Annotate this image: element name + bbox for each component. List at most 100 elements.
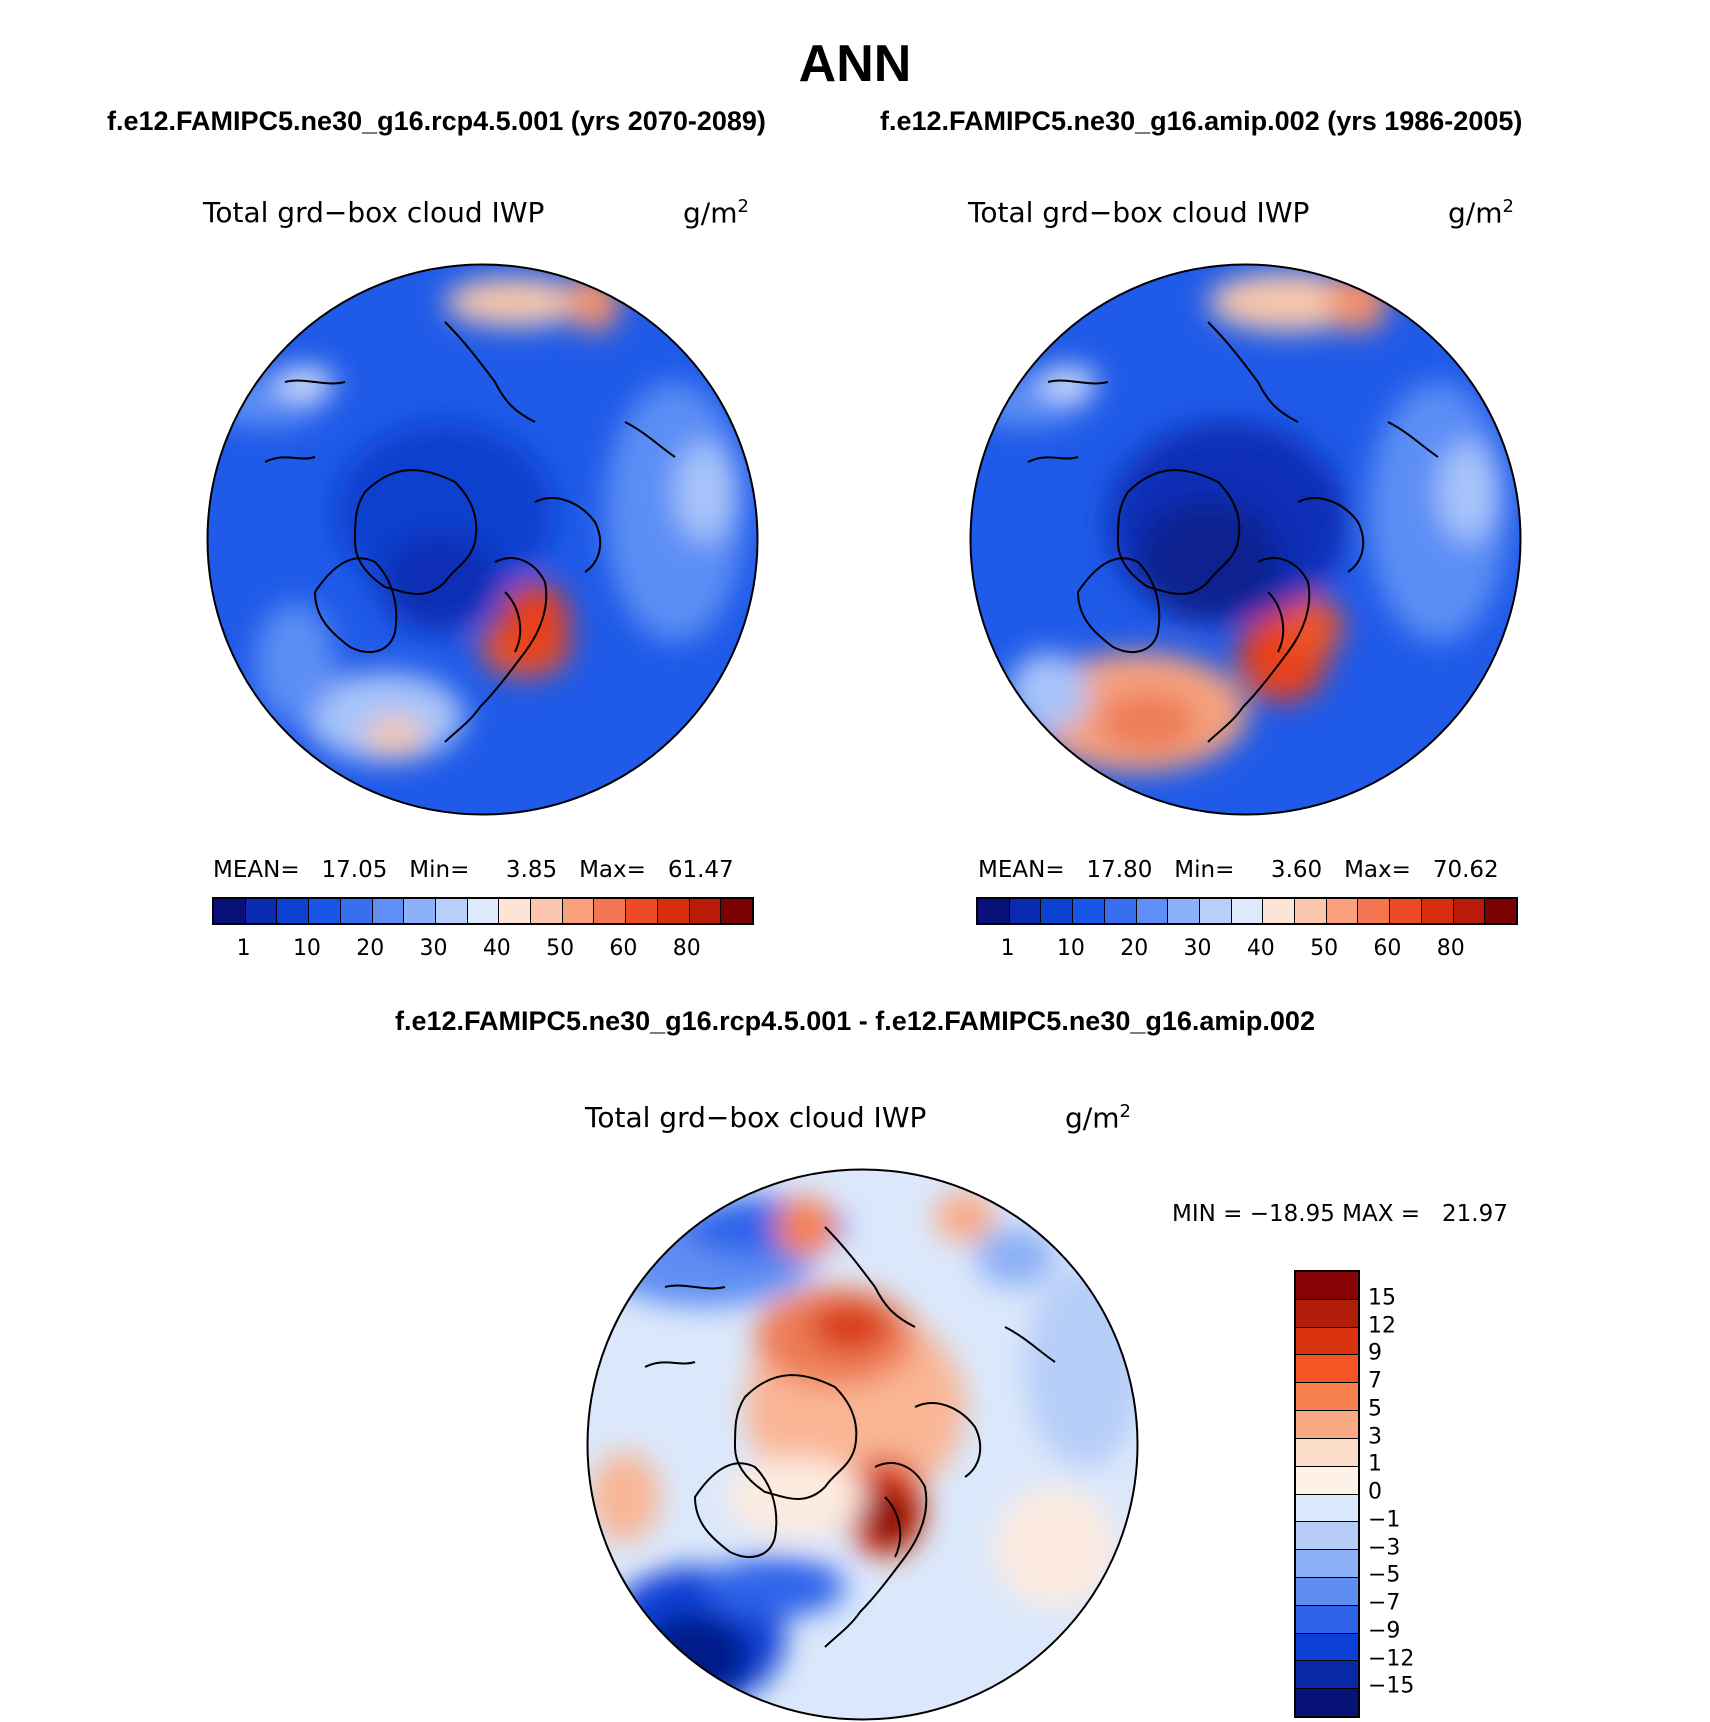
coastline xyxy=(824,1462,928,1648)
panel2-stats: MEAN= 17.80 Min= 3.60 Max= 70.62 xyxy=(978,857,1499,883)
panel2-colorbar-swatch xyxy=(1295,899,1327,923)
difference-variable: Total grd−box cloud IWP xyxy=(585,1101,927,1134)
panel2-colorbar-swatch xyxy=(1390,899,1422,923)
colorbar-tick-label: 10 xyxy=(292,936,321,961)
colorbar-tick-label: 20 xyxy=(356,936,385,961)
colorbar-tick-label: 80 xyxy=(672,936,701,961)
panel1-colorbar-ticks: 1 10 20 30 40 50 60 80 xyxy=(212,936,750,966)
panel2-unit: g/m2 xyxy=(1448,196,1514,230)
difference-colorbar-swatch xyxy=(1296,1411,1358,1439)
panel2-variable: Total grd−box cloud IWP xyxy=(968,196,1310,229)
difference-colorbar-swatch xyxy=(1296,1661,1358,1690)
difference-colorbar-swatch xyxy=(1296,1577,1358,1606)
field-contour-region xyxy=(590,1452,660,1542)
field-contour-region xyxy=(255,602,335,722)
panel2-colorbar-swatch xyxy=(1421,899,1454,923)
difference-colorbar-swatch xyxy=(1296,1466,1358,1495)
field-contour-region xyxy=(1283,597,1343,657)
panel1-stats: MEAN= 17.05 Min= 3.85 Max= 61.47 xyxy=(213,857,734,883)
field-contour-region xyxy=(305,672,465,762)
panel1-colorbar-swatch xyxy=(340,899,373,923)
panel1-colorbar-swatch xyxy=(404,899,436,923)
colorbar-tick-label: 1 xyxy=(1368,1451,1382,1477)
difference-colorbar-swatch xyxy=(1296,1438,1358,1467)
coastline xyxy=(353,469,478,595)
field-contour-region xyxy=(1438,442,1498,542)
colorbar-tick-label: 5 xyxy=(1368,1396,1382,1422)
coastline xyxy=(914,1402,982,1478)
case2-label: f.e12.FAMIPC5.ne30_g16.amip.002 (yrs 198… xyxy=(880,106,1523,136)
difference-colorbar-swatch xyxy=(1296,1605,1358,1634)
colorbar-tick-label: 50 xyxy=(1310,936,1339,961)
panel2-colorbar xyxy=(976,897,1518,925)
difference-colorbar xyxy=(1294,1270,1360,1718)
colorbar-tick-label: −5 xyxy=(1368,1562,1401,1588)
difference-colorbar-swatch xyxy=(1296,1383,1358,1412)
panel2-colorbar-swatch xyxy=(1073,899,1105,923)
panel1-colorbar-swatch xyxy=(562,899,595,923)
coastline xyxy=(1027,379,1109,463)
panel2-colorbar-swatch xyxy=(1263,899,1296,923)
panel1-colorbar-swatch xyxy=(372,899,405,923)
panel2-colorbar-swatch xyxy=(1041,899,1074,923)
field-contour-region xyxy=(935,1192,995,1242)
coastline xyxy=(534,497,602,573)
colorbar-tick-label: −15 xyxy=(1368,1673,1415,1699)
panel1-colorbar-swatch xyxy=(467,899,500,923)
difference-colorbar-swatch xyxy=(1296,1299,1358,1328)
panel1-polar-map xyxy=(206,263,759,816)
panel2-colorbar-swatch xyxy=(1104,899,1137,923)
colorbar-tick-label: 7 xyxy=(1368,1368,1382,1394)
coastline xyxy=(1207,321,1299,423)
panel2-polar-map xyxy=(969,263,1522,816)
coastline xyxy=(313,557,398,653)
field-contour-region xyxy=(1098,692,1198,752)
field-contour-region xyxy=(975,1227,1055,1287)
coastline xyxy=(1387,421,1439,458)
field-contour-region xyxy=(1138,502,1278,622)
panel2-colorbar-swatch xyxy=(978,899,1010,923)
field-contour-region xyxy=(775,1197,835,1257)
coastline xyxy=(693,1462,778,1558)
panel2-colorbar-swatch xyxy=(1009,899,1042,923)
colorbar-tick-label: −7 xyxy=(1368,1590,1401,1616)
field-contour-region xyxy=(810,1302,890,1352)
colorbar-tick-label: 1 xyxy=(236,936,251,961)
panel2-colorbar-swatch xyxy=(1326,899,1359,923)
colorbar-tick-label: 1 xyxy=(1000,936,1015,961)
coastline xyxy=(264,379,346,463)
colorbar-tick-label: 3 xyxy=(1368,1424,1382,1449)
panel1-colorbar xyxy=(212,897,754,925)
panel2-colorbar-ticks: 1 10 20 30 40 50 60 80 xyxy=(976,936,1514,966)
panel2-colorbar-swatch xyxy=(1136,899,1169,923)
panel1-variable: Total grd−box cloud IWP xyxy=(203,196,545,229)
panel1-colorbar-swatch xyxy=(245,899,278,923)
difference-colorbar-swatch xyxy=(1296,1272,1358,1300)
field-contour-region xyxy=(500,582,570,662)
difference-minmax: MIN = −18.95 MAX = 21.97 xyxy=(1172,1201,1508,1227)
panel2-colorbar-swatch xyxy=(1358,899,1391,923)
coastline xyxy=(1116,469,1241,595)
colorbar-tick-label: 12 xyxy=(1368,1313,1396,1338)
colorbar-tick-label: 10 xyxy=(1056,936,1085,961)
field-contour-region xyxy=(445,277,585,327)
map-boundary xyxy=(206,263,759,816)
panel1-colorbar-swatch xyxy=(435,899,468,923)
panel1-unit: g/m2 xyxy=(683,196,749,230)
difference-colorbar-swatch xyxy=(1296,1633,1358,1662)
panel1-colorbar-swatch xyxy=(594,899,627,923)
panel1-colorbar-swatch xyxy=(214,899,246,923)
field-contour-region xyxy=(865,1487,915,1547)
colorbar-tick-label: 30 xyxy=(1183,936,1212,961)
difference-colorbar-swatch xyxy=(1296,1327,1358,1356)
panel1-colorbar-swatch xyxy=(626,899,658,923)
difference-polar-map xyxy=(586,1168,1139,1721)
field-contour-region xyxy=(1208,272,1368,332)
coastline xyxy=(644,1284,726,1368)
panel2-colorbar-swatch xyxy=(1168,899,1200,923)
colorbar-tick-label: −3 xyxy=(1368,1535,1401,1560)
field-contour-region xyxy=(995,1487,1115,1607)
panel1-colorbar-swatch xyxy=(531,899,563,923)
colorbar-tick-label: 60 xyxy=(609,936,638,961)
difference-title: f.e12.FAMIPC5.ne30_g16.rcp4.5.001 - f.e1… xyxy=(395,1006,1315,1036)
